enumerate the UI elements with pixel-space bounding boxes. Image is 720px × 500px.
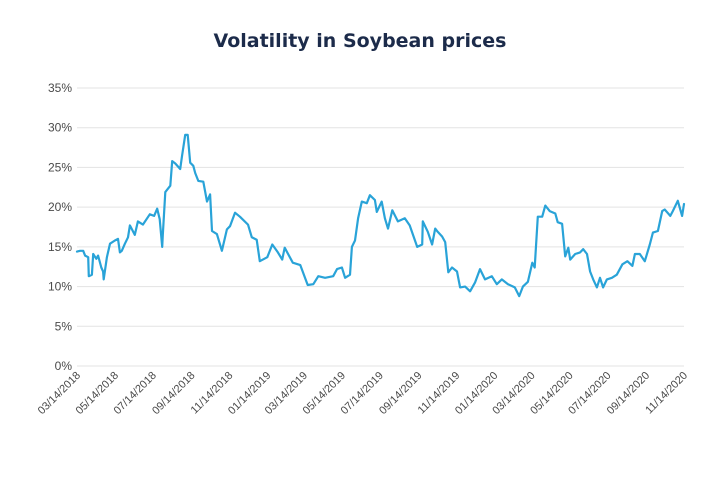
y-tick-label: 5%	[55, 319, 73, 333]
y-tick-label: 10%	[48, 280, 72, 294]
y-tick-label: 30%	[48, 121, 72, 135]
y-tick-label: 20%	[48, 200, 72, 214]
y-tick-label: 0%	[55, 359, 73, 373]
y-tick-label: 35%	[48, 81, 72, 95]
chart-title: Volatility in Soybean prices	[214, 30, 507, 52]
y-tick-label: 25%	[48, 160, 72, 174]
y-axis-ticks: 0% 5% 10% 15% 20% 25% 30% 35%	[48, 81, 72, 373]
series-layer	[75, 133, 686, 298]
gridlines	[77, 87, 684, 367]
x-axis-ticks: 03/14/201805/14/201807/14/201809/14/2018…	[36, 370, 690, 417]
series-line-soybean-volatility	[75, 133, 686, 298]
y-tick-label: 15%	[48, 240, 72, 254]
